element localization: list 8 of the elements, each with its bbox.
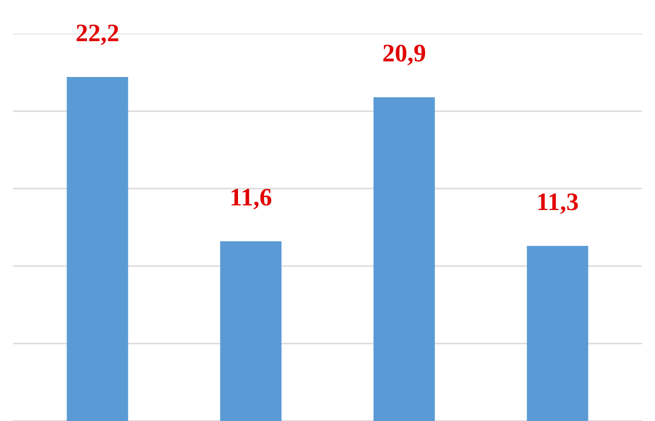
bar	[220, 241, 282, 421]
bar	[66, 77, 128, 421]
data-label: 20,9	[383, 44, 426, 66]
bar	[374, 97, 435, 421]
data-label: 11,3	[538, 193, 578, 214]
bar	[526, 246, 588, 421]
data-label: 22,2	[76, 24, 118, 46]
data-label: 11,6	[232, 188, 272, 210]
